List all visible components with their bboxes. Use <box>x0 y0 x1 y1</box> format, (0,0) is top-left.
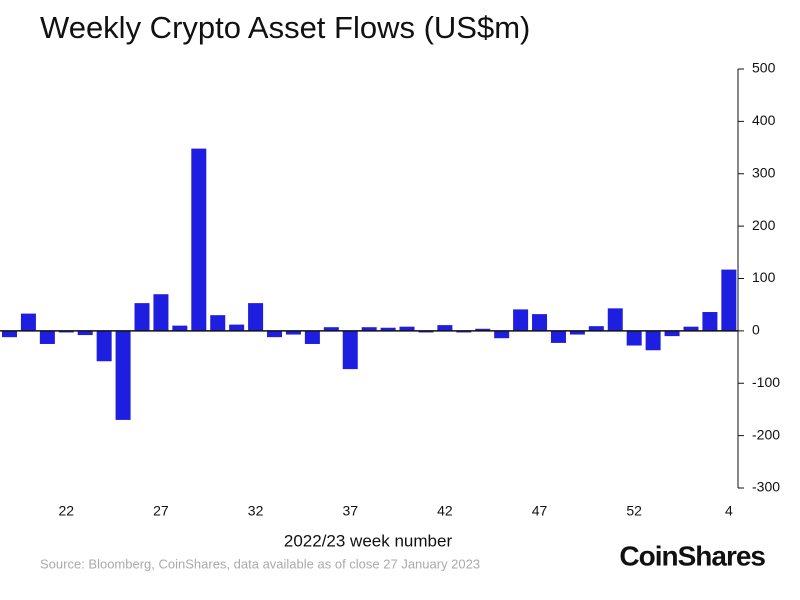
x-tick-label: 52 <box>626 503 642 519</box>
x-tick-label: 32 <box>248 503 264 519</box>
bar <box>418 330 434 333</box>
bar <box>569 330 585 335</box>
chart-title: Weekly Crypto Asset Flows (US$m) <box>40 10 530 45</box>
y-tick-label: 300 <box>752 164 776 180</box>
bar <box>721 269 737 331</box>
bar <box>285 330 301 335</box>
bar <box>2 330 17 338</box>
bar <box>229 324 245 331</box>
bar <box>20 313 36 331</box>
y-tick-label: 200 <box>752 217 776 233</box>
bar <box>134 303 150 331</box>
x-tick-label: 4 <box>725 503 733 519</box>
bar <box>323 327 339 331</box>
bar <box>77 330 93 336</box>
bar <box>626 330 642 346</box>
bar <box>607 308 623 331</box>
bar <box>513 309 529 331</box>
bar <box>153 294 169 331</box>
bar <box>191 148 207 331</box>
bar <box>342 330 358 370</box>
bar <box>304 330 320 344</box>
bar <box>494 330 510 339</box>
x-tick-label: 27 <box>153 503 169 519</box>
bar <box>399 326 415 331</box>
y-tick-label: 400 <box>752 112 776 128</box>
y-tick-label: -100 <box>752 374 780 390</box>
logo: CoinShares <box>619 540 765 571</box>
y-tick-label: -300 <box>752 479 780 495</box>
y-tick-label: -200 <box>752 426 780 442</box>
bar <box>115 330 131 420</box>
x-tick-label: 42 <box>437 503 453 519</box>
x-tick-label: 22 <box>59 503 75 519</box>
bar <box>58 330 74 333</box>
x-tick-label: 47 <box>532 503 548 519</box>
bar <box>437 325 453 331</box>
bar <box>475 328 491 331</box>
x-axis-label: 2022/23 week number <box>284 531 453 550</box>
bar <box>532 314 548 331</box>
bar <box>267 330 283 338</box>
bar <box>683 326 699 331</box>
y-tick-label: 500 <box>752 60 776 76</box>
bar <box>702 312 718 331</box>
bar <box>248 303 264 331</box>
y-tick-label: 0 <box>752 322 760 338</box>
bar <box>588 326 604 331</box>
source: Source: Bloomberg, CoinShares, data avai… <box>40 556 480 571</box>
bar <box>96 330 112 362</box>
bar <box>380 327 396 331</box>
bar <box>361 327 377 331</box>
bar <box>210 315 226 331</box>
bar <box>456 330 472 333</box>
x-tick-label: 37 <box>342 503 358 519</box>
bar <box>550 330 566 343</box>
y-tick-label: 100 <box>752 269 776 285</box>
bar <box>645 330 661 351</box>
bar <box>664 330 680 337</box>
bar <box>172 325 188 331</box>
bar <box>39 330 55 344</box>
